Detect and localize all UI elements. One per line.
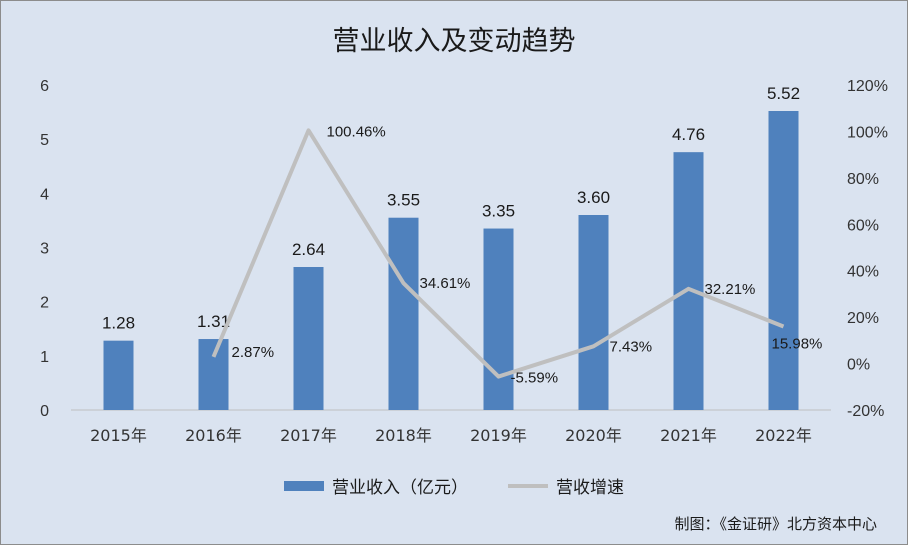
revenue-bar (293, 267, 324, 410)
revenue-bar (483, 228, 514, 410)
revenue-bar-label: 5.52 (767, 84, 800, 103)
chart-legend: 营业收入（亿元） 营收增速 (1, 473, 907, 498)
x-tick-label: 2021年 (660, 426, 717, 445)
revenue-bar-label: 1.28 (102, 314, 135, 333)
growth-rate-label: -5.59% (511, 370, 559, 387)
revenue-bar (578, 215, 609, 410)
chart-credit: 制图：《金证研》北方资本中心 (674, 515, 877, 533)
y-left-tick-label: 1 (40, 349, 49, 366)
legend-label-growth: 营收增速 (556, 478, 624, 498)
growth-rate-label: 2.87% (232, 344, 275, 361)
y-left-tick-label: 5 (40, 132, 49, 149)
y-right-tick-label: 100% (847, 124, 888, 141)
revenue-bar-label: 2.64 (292, 240, 325, 259)
revenue-bar (388, 217, 419, 410)
revenue-bar (103, 340, 134, 410)
growth-rate-label: 15.98% (772, 335, 823, 352)
y-right-tick-label: 80% (847, 171, 879, 188)
y-left-tick-label: 4 (40, 186, 49, 203)
y-right-tick-label: 0% (847, 357, 870, 374)
y-left-tick-label: 0 (40, 403, 49, 420)
legend-line-swatch (508, 483, 548, 488)
y-right-tick-label: 40% (847, 264, 879, 281)
revenue-bar-label: 1.31 (197, 312, 230, 331)
x-tick-label: 2017年 (280, 426, 337, 445)
x-tick-label: 2016年 (185, 426, 242, 445)
growth-rate-line (211, 128, 785, 379)
y-left-tick-label: 6 (40, 78, 49, 95)
x-tick-label: 2015年 (90, 426, 147, 445)
legend-label-revenue: 营业收入（亿元） (332, 478, 468, 498)
revenue-bar-label: 4.76 (672, 125, 705, 144)
x-tick-label: 2019年 (470, 426, 527, 445)
y-right-tick-label: 20% (847, 310, 879, 327)
growth-rate-label: 32.21% (705, 281, 756, 298)
x-tick-label: 2020年 (565, 426, 622, 445)
y-right-tick-label: 120% (847, 78, 888, 95)
revenue-bar-label: 3.55 (387, 191, 420, 210)
revenue-bar (198, 339, 229, 410)
x-tick-label: 2018年 (375, 426, 432, 445)
growth-rate-label: 100.46% (327, 123, 386, 140)
legend-bar-swatch (284, 480, 324, 491)
revenue-bar-label: 3.35 (482, 202, 515, 221)
revenue-bar-label: 3.60 (577, 188, 610, 207)
y-left-tick-label: 3 (40, 241, 49, 258)
chart-title: 营业收入及变动趋势 (332, 26, 576, 57)
y-left-tick-label: 2 (40, 295, 49, 312)
y-right-tick-label: 60% (847, 217, 879, 234)
growth-rate-label: 34.61% (420, 275, 471, 292)
revenue-bar (673, 152, 704, 410)
revenue-bar (768, 111, 799, 410)
legend-item-growth: 营收增速 (508, 473, 624, 498)
growth-rate-label: 7.43% (610, 338, 653, 355)
x-tick-label: 2022年 (755, 426, 812, 445)
y-right-tick-label: -20% (847, 403, 884, 420)
legend-item-revenue: 营业收入（亿元） (284, 473, 468, 498)
